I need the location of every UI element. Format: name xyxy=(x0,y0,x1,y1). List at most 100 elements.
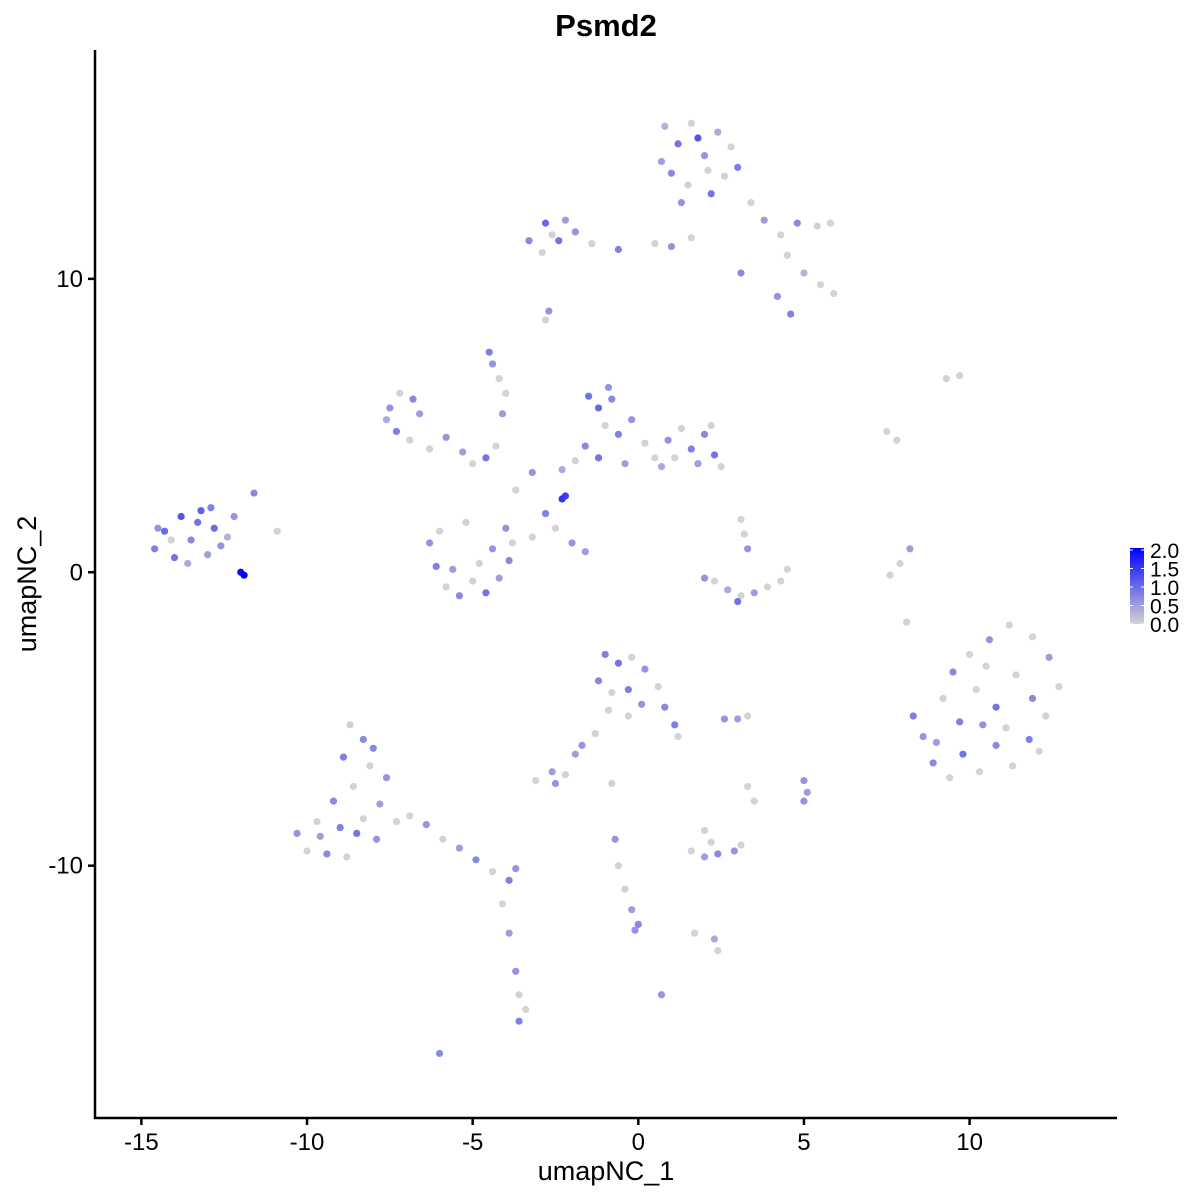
cell-point xyxy=(628,416,636,424)
cell-point xyxy=(469,577,477,585)
cell-point xyxy=(734,163,742,171)
cell-point xyxy=(777,577,785,585)
cell-point xyxy=(604,706,613,714)
cell-point xyxy=(485,348,493,356)
cell-point xyxy=(561,771,570,779)
cell-point xyxy=(641,439,649,447)
cell-point xyxy=(545,307,553,315)
cell-point xyxy=(744,712,752,720)
cell-point xyxy=(979,721,987,729)
cell-point xyxy=(614,430,623,438)
cell-point xyxy=(442,583,450,591)
cell-point xyxy=(734,715,742,723)
cell-point xyxy=(687,847,695,855)
cell-point xyxy=(528,468,536,477)
cell-point xyxy=(972,686,980,694)
cell-point xyxy=(657,157,666,166)
cell-point xyxy=(691,929,699,937)
cell-point xyxy=(800,269,808,277)
cell-point xyxy=(614,862,623,870)
cell-point xyxy=(505,876,513,884)
cell-point xyxy=(392,818,401,826)
cell-point xyxy=(382,416,391,424)
cell-point xyxy=(273,527,281,535)
cell-point xyxy=(621,460,629,468)
y-tick-label: 10 xyxy=(56,266,83,293)
cell-point xyxy=(700,574,709,582)
x-tick-label: 5 xyxy=(797,1129,810,1156)
colorbar xyxy=(1130,548,1144,624)
cell-point xyxy=(992,741,1000,749)
cell-point xyxy=(442,433,450,441)
cell-point xyxy=(512,486,520,494)
cell-point xyxy=(641,665,649,673)
cell-point xyxy=(684,181,692,189)
cell-point xyxy=(671,721,679,729)
cell-point xyxy=(313,818,321,826)
colorbar-label: 0.0 xyxy=(1150,614,1179,637)
cell-point xyxy=(151,545,159,553)
cell-point xyxy=(1045,653,1053,661)
cell-point xyxy=(525,237,533,245)
cell-point xyxy=(591,730,599,738)
cell-point xyxy=(714,947,722,955)
cell-point xyxy=(455,592,464,600)
cell-point xyxy=(886,571,894,579)
cell-point xyxy=(710,935,719,943)
cell-point xyxy=(638,700,646,708)
cell-point xyxy=(783,565,791,573)
cell-point xyxy=(611,835,619,843)
cell-point xyxy=(406,812,414,820)
cell-point xyxy=(903,618,911,626)
cell-point xyxy=(346,721,354,729)
cell-point xyxy=(826,219,835,227)
cell-point xyxy=(942,375,950,383)
cell-point xyxy=(717,463,725,471)
cell-point xyxy=(184,559,192,568)
cell-point xyxy=(667,169,676,177)
cell-point xyxy=(714,128,722,136)
cell-point xyxy=(959,750,967,758)
cell-point xyxy=(631,926,639,934)
cell-point xyxy=(664,436,672,444)
cell-point xyxy=(614,245,623,254)
y-ticks: -10 0 10 xyxy=(48,266,95,880)
cell-point xyxy=(813,222,821,230)
cell-point xyxy=(707,421,715,430)
y-tick-label: -10 xyxy=(48,853,83,880)
x-tick-label: -15 xyxy=(124,1129,159,1156)
cell-point xyxy=(1028,633,1037,641)
cell-point xyxy=(508,539,517,547)
cell-point xyxy=(449,565,457,573)
cell-point xyxy=(1055,683,1063,691)
color-legend: 0.00.51.01.52.0 xyxy=(1130,540,1179,637)
cell-point xyxy=(409,395,417,403)
cell-point xyxy=(512,967,520,975)
cell-point xyxy=(992,703,1000,711)
colorbar-label: 0.5 xyxy=(1150,596,1179,619)
cell-point xyxy=(1002,724,1010,732)
cell-point xyxy=(816,281,825,289)
cell-point xyxy=(170,553,179,562)
cell-point xyxy=(425,539,434,547)
cell-point xyxy=(744,545,752,553)
cell-point xyxy=(608,779,616,788)
cell-point xyxy=(601,421,609,430)
cell-point xyxy=(671,454,679,462)
cell-point xyxy=(707,838,715,846)
cell-point xyxy=(628,906,636,914)
cell-point xyxy=(674,732,682,741)
cell-point xyxy=(154,524,162,532)
cell-point xyxy=(1035,747,1043,755)
cell-point xyxy=(654,683,662,691)
cell-point xyxy=(204,551,212,559)
cell-point xyxy=(982,662,990,670)
cell-point xyxy=(515,991,523,999)
cell-point xyxy=(359,815,367,823)
cell-point xyxy=(621,885,629,893)
cell-point xyxy=(700,152,709,160)
cell-point xyxy=(909,712,917,720)
cell-point xyxy=(674,140,682,148)
x-tick-label: -5 xyxy=(462,1129,483,1156)
cell-point xyxy=(777,231,785,239)
